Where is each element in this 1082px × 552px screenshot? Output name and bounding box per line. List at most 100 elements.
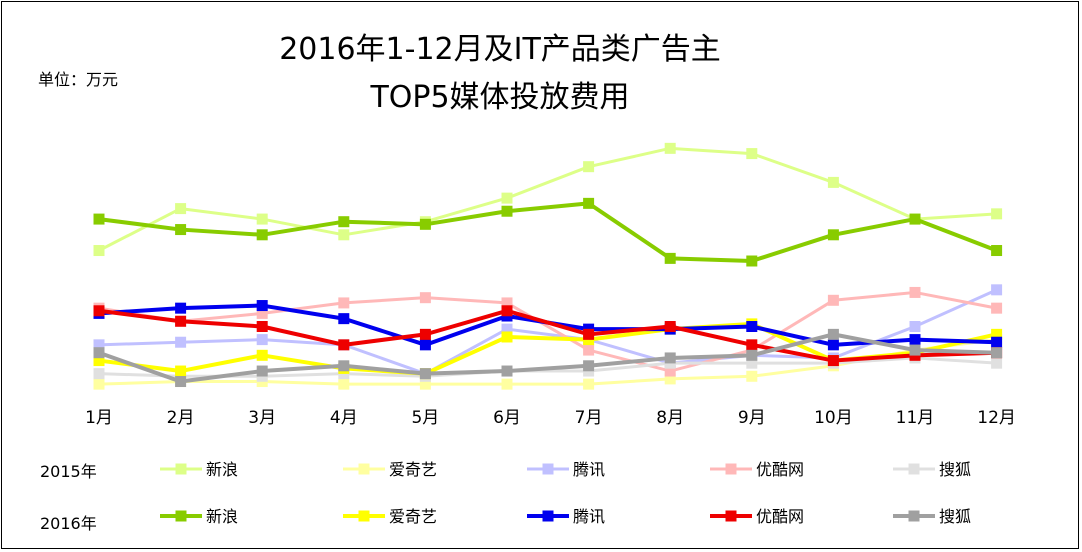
- chart-title: 2016年1-12月及IT产品类广告主: [279, 32, 721, 67]
- data-point: [664, 321, 676, 332]
- legend-label: 优酷网: [756, 460, 804, 479]
- data-point: [583, 197, 595, 209]
- series-line-2016-8: [98, 308, 997, 363]
- legend-marker: [725, 510, 737, 522]
- data-point: [419, 328, 431, 340]
- data-point: [256, 213, 268, 225]
- legend-label: 腾讯: [573, 460, 605, 479]
- data-point: [256, 349, 268, 361]
- data-point: [746, 370, 758, 382]
- legend-marker: [908, 463, 920, 475]
- data-point: [583, 378, 595, 390]
- data-point: [338, 297, 350, 309]
- data-point: [583, 328, 595, 340]
- series-line-2016-5: [98, 201, 998, 263]
- legend-label: 优酷网: [756, 507, 804, 526]
- data-point: [501, 192, 513, 204]
- data-point: [827, 229, 839, 241]
- data-point: [338, 378, 350, 390]
- x-tick-label: 3月: [248, 408, 276, 428]
- legend-marker: [358, 510, 370, 522]
- x-tick-label: 1月: [85, 408, 113, 428]
- data-point: [991, 245, 1003, 257]
- data-point: [501, 378, 513, 390]
- data-point: [664, 365, 676, 377]
- series-line-2016-6: [98, 321, 998, 376]
- data-point: [746, 255, 758, 267]
- data-point: [256, 334, 268, 346]
- data-point: [501, 305, 513, 317]
- data-point: [93, 368, 105, 380]
- series-line-2015-0: [98, 146, 997, 252]
- data-point: [256, 365, 268, 377]
- data-point: [909, 321, 921, 332]
- unit-label: 单位：万元: [38, 70, 119, 89]
- data-point: [909, 344, 921, 356]
- legend-marker: [175, 510, 187, 522]
- data-point: [909, 334, 921, 346]
- data-point: [419, 368, 431, 380]
- data-point: [93, 355, 105, 367]
- data-point: [338, 313, 350, 325]
- data-point: [256, 229, 268, 241]
- data-point: [991, 302, 1003, 314]
- data-point: [827, 328, 839, 340]
- data-point: [746, 148, 758, 160]
- data-point: [175, 224, 187, 236]
- data-point: [256, 307, 268, 319]
- data-point: [175, 302, 187, 314]
- data-point: [583, 360, 595, 372]
- data-point: [93, 213, 105, 225]
- legend-marker: [542, 463, 554, 475]
- data-point: [501, 365, 513, 377]
- chart-subtitle: TOP5媒体投放费用: [370, 80, 630, 115]
- data-point: [338, 339, 350, 351]
- data-point: [338, 216, 350, 228]
- legend-label: 新浪: [206, 507, 238, 526]
- data-point: [175, 203, 187, 215]
- legend-label: 腾讯: [573, 507, 605, 526]
- data-point: [991, 328, 1003, 340]
- data-point: [746, 357, 758, 369]
- data-point: [338, 229, 350, 241]
- data-point: [419, 292, 431, 304]
- data-point: [746, 349, 758, 361]
- data-point: [419, 218, 431, 230]
- data-point: [175, 336, 187, 348]
- x-tick-label: 10月: [814, 408, 853, 428]
- data-point: [175, 365, 187, 377]
- data-point: [991, 336, 1003, 348]
- legend-label: 爱奇艺: [389, 507, 437, 526]
- data-point: [256, 321, 268, 332]
- data-point: [746, 321, 758, 332]
- data-point: [827, 176, 839, 188]
- data-point: [909, 213, 921, 225]
- series-line-2015-2: [98, 288, 998, 376]
- data-point: [664, 352, 676, 364]
- data-point: [256, 300, 268, 312]
- data-point: [93, 378, 105, 390]
- data-point: [93, 305, 105, 317]
- data-point: [991, 284, 1003, 296]
- data-point: [664, 142, 676, 154]
- x-tick-label: 8月: [656, 408, 684, 428]
- legend-row-2015-label: 2015年: [40, 462, 97, 481]
- data-point: [93, 245, 105, 257]
- series-line-2015-3: [98, 290, 997, 373]
- legend-label: 爱奇艺: [389, 460, 437, 479]
- data-point: [827, 355, 839, 367]
- data-point: [501, 297, 513, 309]
- legend-label: 搜狐: [939, 507, 971, 526]
- data-point: [419, 378, 431, 390]
- data-point: [501, 323, 513, 335]
- data-point: [93, 347, 105, 359]
- data-point: [991, 357, 1003, 369]
- data-point: [419, 339, 431, 351]
- data-point: [827, 294, 839, 306]
- series-line-2015-4: [98, 356, 997, 378]
- legend-label: 搜狐: [939, 460, 971, 479]
- x-tick-label: 9月: [738, 408, 766, 428]
- data-point: [664, 373, 676, 385]
- data-point: [991, 208, 1003, 220]
